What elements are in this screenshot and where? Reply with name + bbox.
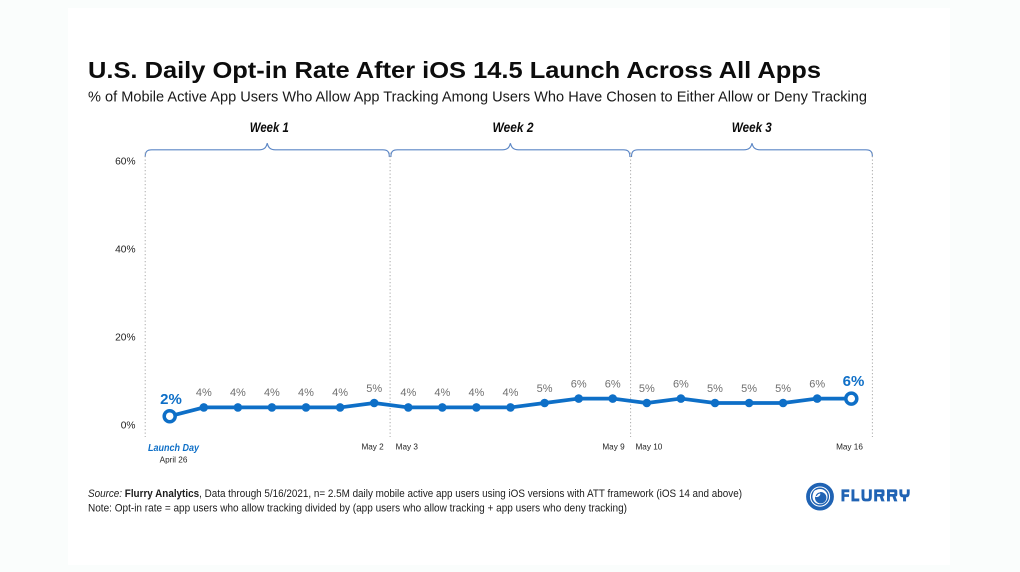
svg-text:6%: 6% <box>571 378 587 390</box>
svg-text:6%: 6% <box>673 378 689 390</box>
svg-text:4%: 4% <box>434 387 450 399</box>
svg-text:0%: 0% <box>121 421 136 432</box>
svg-text:6%: 6% <box>809 378 825 390</box>
svg-text:2%: 2% <box>160 391 182 408</box>
svg-text:60%: 60% <box>115 157 135 168</box>
svg-text:4%: 4% <box>503 387 519 399</box>
svg-text:May 9: May 9 <box>602 442 625 451</box>
svg-text:4%: 4% <box>332 387 348 399</box>
svg-text:40%: 40% <box>115 245 135 256</box>
svg-text:5%: 5% <box>537 383 553 395</box>
svg-text:Week 1: Week 1 <box>250 120 289 135</box>
svg-text:April 26: April 26 <box>160 455 188 464</box>
svg-text:4%: 4% <box>400 387 416 399</box>
svg-text:Launch Day: Launch Day <box>148 443 200 454</box>
svg-text:May 3: May 3 <box>396 442 419 451</box>
svg-text:Source: Flurry Analytics, Data: Source: Flurry Analytics, Data through 5… <box>88 488 742 500</box>
svg-text:20%: 20% <box>115 333 135 344</box>
svg-text:U.S. Daily Opt-in Rate After i: U.S. Daily Opt-in Rate After iOS 14.5 La… <box>88 57 821 83</box>
svg-text:5%: 5% <box>775 383 791 395</box>
svg-text:Week 2: Week 2 <box>493 120 534 135</box>
svg-text:4%: 4% <box>230 387 246 399</box>
svg-text:4%: 4% <box>468 387 484 399</box>
svg-text:% of Mobile Active App Users W: % of Mobile Active App Users Who Allow A… <box>88 90 867 106</box>
svg-text:Week 3: Week 3 <box>732 120 772 135</box>
svg-text:4%: 4% <box>196 387 212 399</box>
svg-text:5%: 5% <box>741 383 757 395</box>
svg-text:May 2: May 2 <box>361 442 384 451</box>
svg-text:6%: 6% <box>843 373 865 390</box>
svg-text:6%: 6% <box>605 378 621 390</box>
svg-text:May 10: May 10 <box>635 442 662 451</box>
svg-text:4%: 4% <box>298 387 314 399</box>
svg-text:5%: 5% <box>639 383 655 395</box>
svg-text:May 16: May 16 <box>836 442 863 451</box>
svg-text:5%: 5% <box>366 383 382 395</box>
svg-text:Note: Opt-in rate = app users: Note: Opt-in rate = app users who allow … <box>88 503 627 515</box>
svg-text:4%: 4% <box>264 387 280 399</box>
svg-text:5%: 5% <box>707 383 723 395</box>
